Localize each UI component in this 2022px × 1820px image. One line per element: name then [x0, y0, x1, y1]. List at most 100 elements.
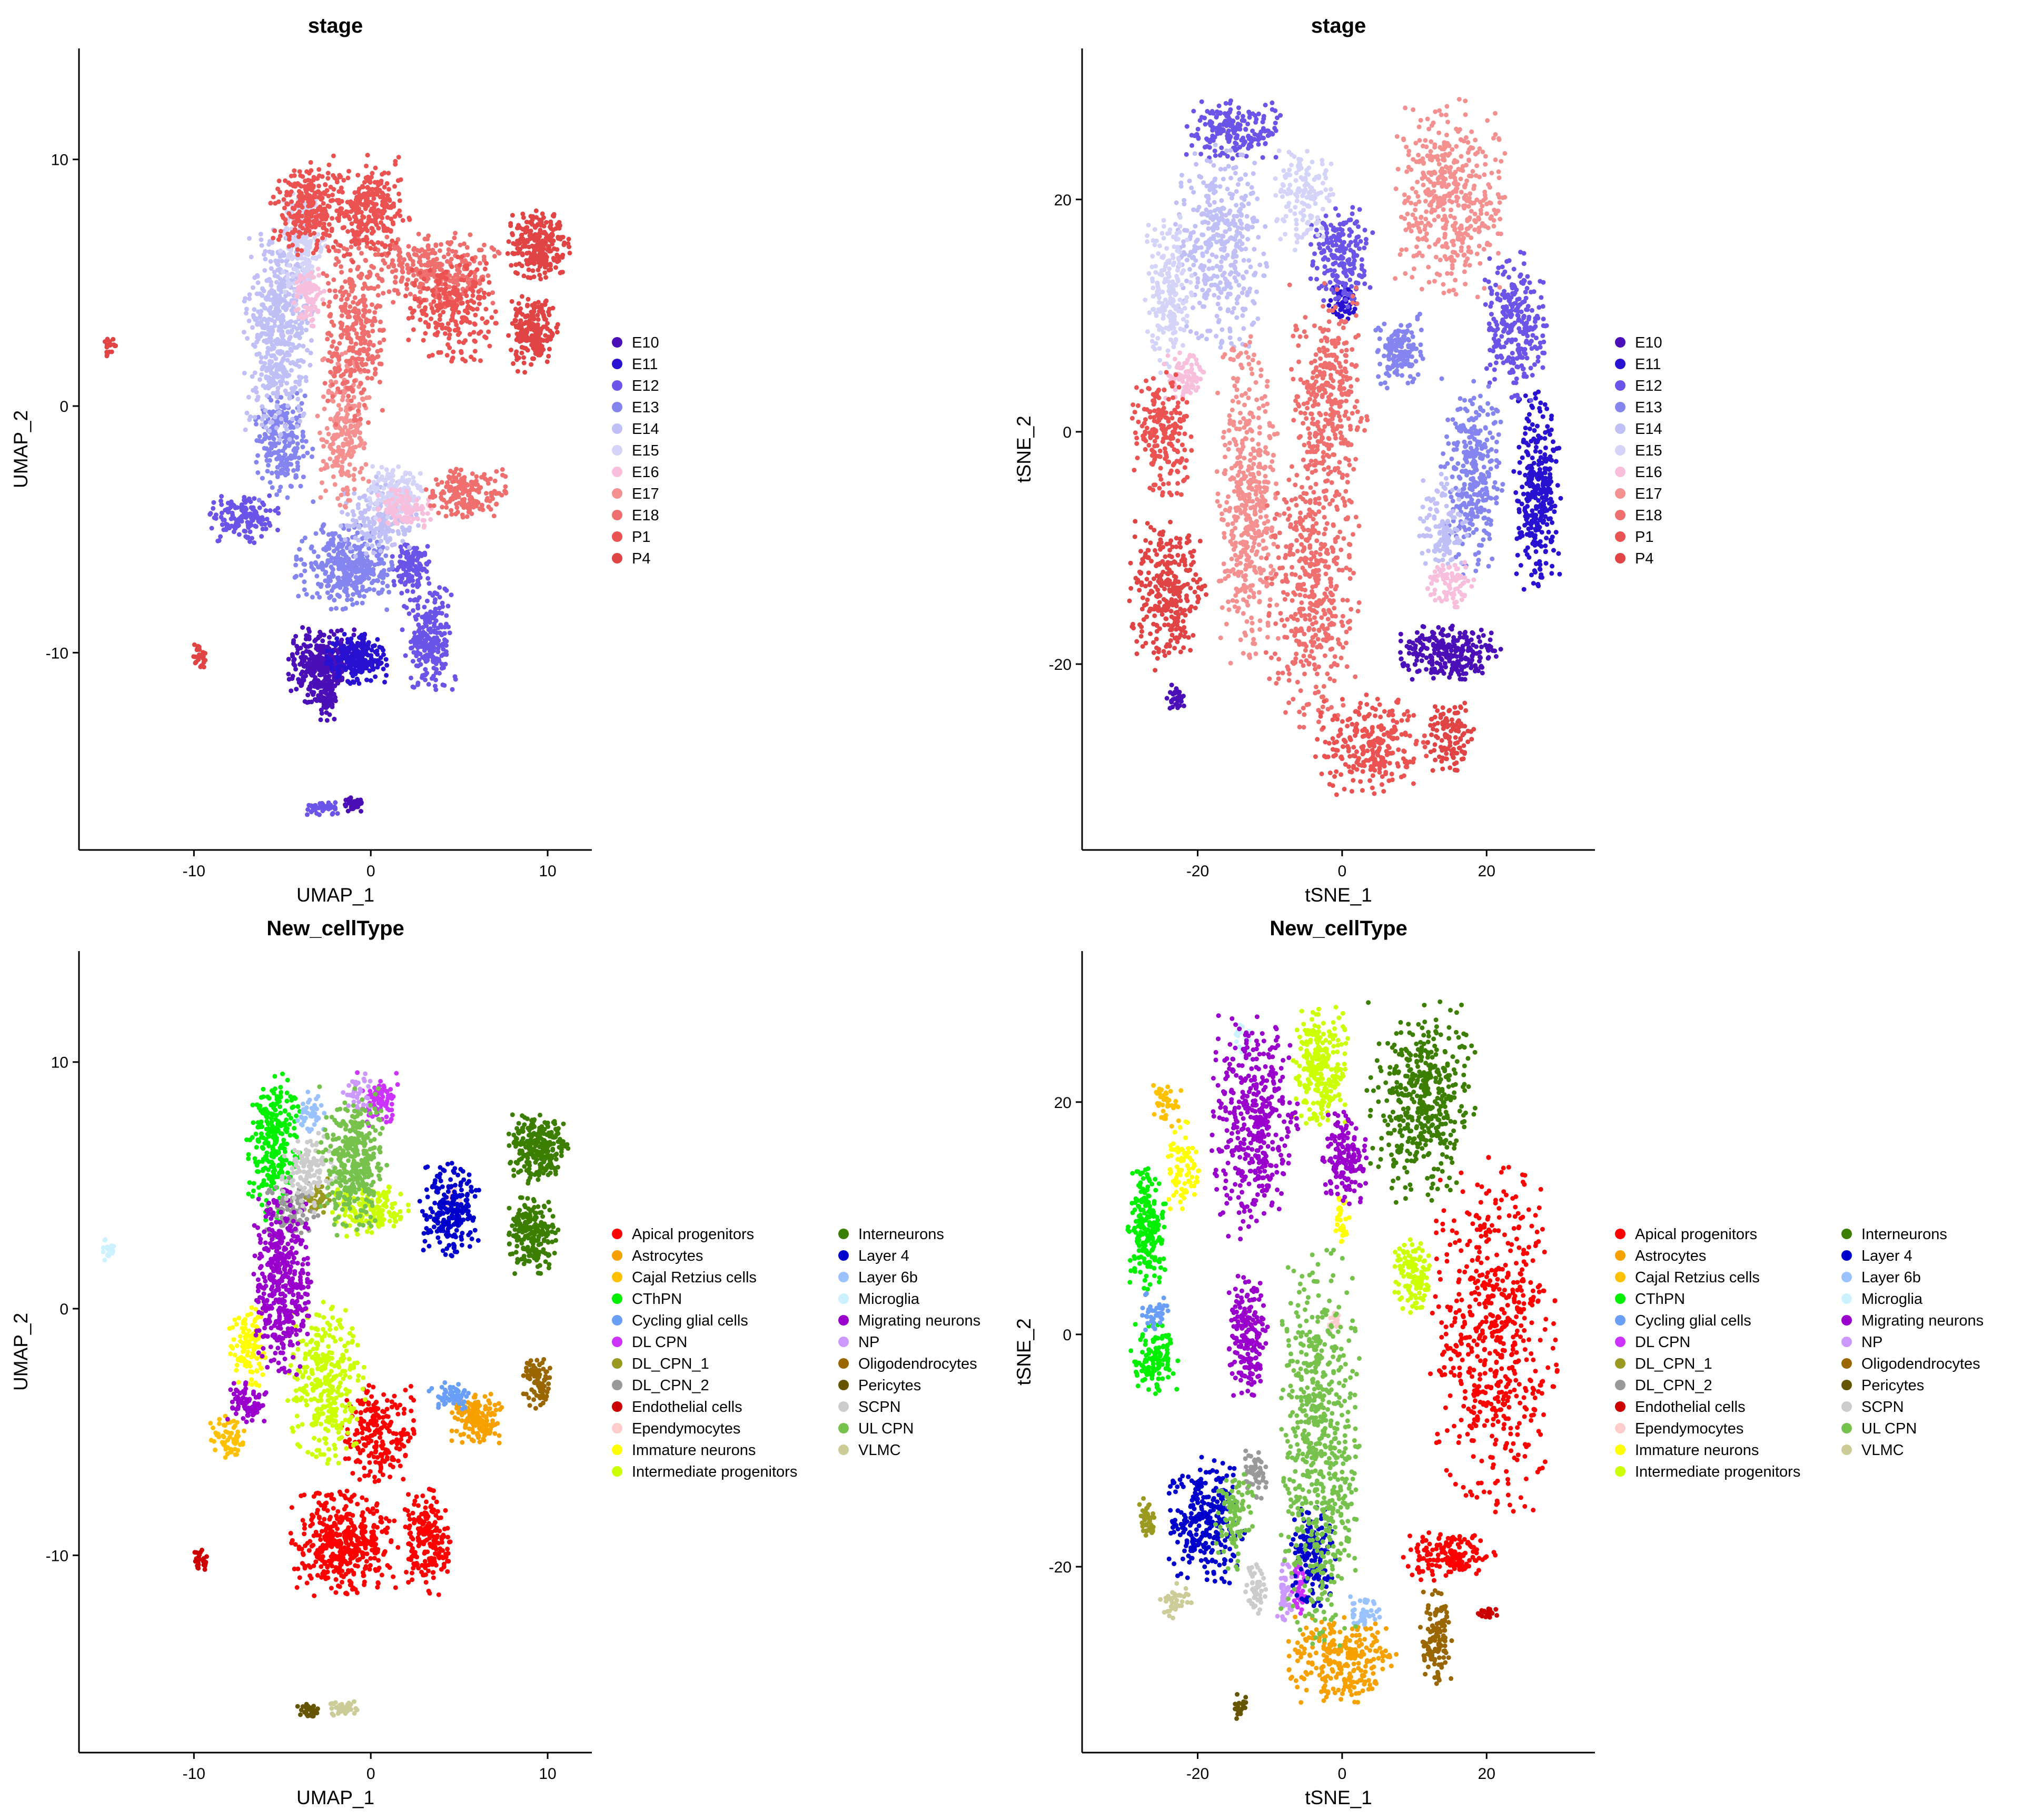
data-point — [378, 304, 382, 309]
data-point — [305, 812, 310, 817]
data-point — [553, 265, 558, 270]
data-point — [352, 680, 356, 685]
data-point — [424, 562, 429, 567]
cluster-points — [390, 542, 432, 596]
data-point — [345, 524, 350, 529]
data-point — [302, 411, 306, 416]
data-point — [448, 469, 453, 473]
data-point — [264, 508, 269, 513]
data-point — [287, 303, 292, 308]
data-point — [247, 319, 252, 323]
data-point — [258, 334, 263, 339]
data-point — [305, 258, 310, 262]
data-point — [408, 471, 412, 476]
data-point — [351, 345, 355, 350]
data-point — [358, 367, 362, 372]
data-point — [363, 258, 368, 263]
data-point — [319, 527, 324, 532]
data-point — [431, 258, 436, 262]
data-point — [378, 361, 382, 366]
data-point — [423, 667, 428, 672]
data-point — [311, 275, 315, 280]
data-point — [323, 217, 328, 222]
data-point — [286, 672, 291, 677]
data-point — [324, 710, 329, 715]
data-point — [434, 262, 439, 266]
data-point — [331, 450, 335, 455]
data-point — [434, 670, 439, 675]
data-point — [283, 473, 288, 478]
data-point — [396, 178, 401, 183]
data-point — [214, 516, 219, 521]
data-point — [273, 259, 278, 263]
data-point — [351, 300, 355, 305]
data-point — [475, 267, 480, 272]
data-point — [451, 489, 456, 493]
data-point — [350, 602, 355, 607]
data-point — [300, 256, 304, 261]
data-point — [350, 228, 355, 233]
data-point — [275, 311, 280, 315]
data-point — [480, 278, 485, 282]
data-point — [359, 361, 364, 366]
data-point — [279, 361, 284, 365]
data-point — [324, 440, 329, 444]
data-point — [370, 659, 374, 664]
data-point — [225, 522, 230, 527]
data-point — [303, 393, 308, 398]
data-point — [473, 339, 478, 344]
data-point — [370, 464, 375, 469]
data-point — [320, 236, 325, 241]
data-point — [380, 408, 385, 413]
data-point — [379, 181, 383, 186]
data-point — [269, 412, 274, 417]
data-point — [250, 374, 255, 379]
data-point — [268, 508, 273, 513]
data-point — [370, 231, 374, 235]
data-point — [277, 324, 282, 329]
data-point — [376, 493, 381, 498]
data-point — [367, 309, 372, 313]
data-point — [333, 422, 338, 427]
data-point — [430, 248, 435, 252]
data-point — [300, 439, 304, 443]
data-point — [356, 311, 361, 315]
data-point — [267, 521, 272, 526]
data-point — [386, 590, 391, 595]
data-point — [469, 511, 474, 516]
data-point — [431, 288, 435, 293]
data-point — [453, 674, 458, 679]
data-point — [356, 225, 361, 230]
data-point — [295, 252, 300, 257]
data-point — [448, 242, 452, 246]
data-point — [367, 395, 372, 400]
data-point — [234, 522, 239, 527]
data-point — [322, 407, 327, 411]
data-point — [340, 451, 345, 456]
data-point — [333, 289, 338, 293]
data-point — [354, 588, 359, 592]
data-point — [385, 583, 390, 588]
data-point — [418, 471, 423, 476]
data-point — [465, 300, 470, 304]
data-point — [400, 550, 404, 555]
data-point — [465, 305, 470, 310]
data-point — [439, 242, 443, 247]
data-point — [384, 467, 389, 472]
data-point — [430, 593, 435, 598]
data-point — [355, 530, 360, 535]
data-point — [343, 606, 348, 611]
data-point — [362, 215, 366, 220]
data-point — [318, 431, 322, 436]
data-point — [424, 487, 429, 492]
data-point — [365, 153, 370, 157]
data-point — [426, 233, 431, 238]
data-point — [390, 239, 394, 243]
data-point — [320, 298, 325, 302]
data-point — [328, 417, 333, 421]
data-point — [364, 666, 369, 670]
data-point — [293, 320, 298, 324]
data-point — [357, 402, 362, 407]
data-point — [336, 249, 341, 253]
data-point — [331, 323, 336, 328]
